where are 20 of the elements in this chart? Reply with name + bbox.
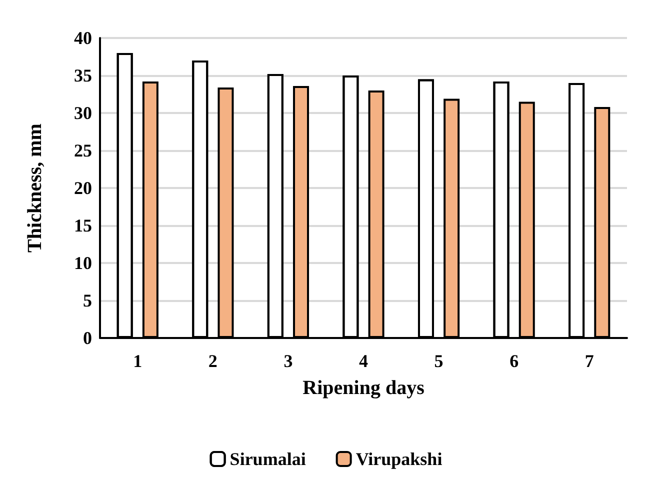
- y-axis-title: Thickness, mm: [24, 123, 46, 252]
- y-tick-label: 20: [74, 178, 92, 198]
- y-tick-label: 5: [83, 290, 92, 310]
- x-tick-label: 3: [284, 351, 293, 371]
- y-tick-label: 25: [74, 140, 92, 160]
- x-tick-label: 6: [510, 351, 519, 371]
- y-tick-label: 0: [83, 328, 92, 348]
- x-tick-label: 2: [208, 351, 218, 371]
- x-tick-label: 5: [434, 351, 444, 371]
- legend-label: Sirumalai: [230, 449, 306, 469]
- y-tick-label: 40: [74, 28, 92, 48]
- y-tick-label: 30: [74, 103, 92, 123]
- x-tick-label: 7: [584, 351, 594, 371]
- x-tick-label: 1: [133, 351, 142, 371]
- x-tick-label: 4: [359, 351, 368, 371]
- x-axis-title: Ripening days: [302, 377, 425, 399]
- legend-label: Virupakshi: [356, 449, 442, 469]
- y-tick-label: 15: [74, 216, 92, 236]
- y-tick-label: 35: [74, 66, 92, 86]
- y-tick-label: 10: [74, 253, 92, 273]
